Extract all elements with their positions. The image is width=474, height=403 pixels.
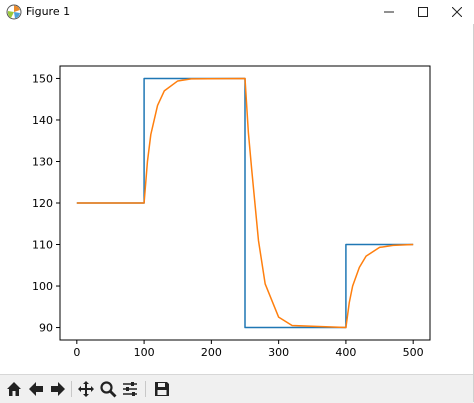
x-tick-label: 300 [268,346,289,359]
navigation-toolbar [0,374,474,403]
series-layer [76,77,414,329]
forward-button[interactable] [48,379,68,399]
home-button[interactable] [4,379,24,399]
back-button[interactable] [26,379,46,399]
y-tick-label: 110 [32,239,53,252]
x-tick-label: 0 [73,346,80,359]
matplotlib-logo-icon [6,4,22,20]
x-tick-label: 400 [335,346,356,359]
close-icon [452,7,462,17]
zoom-button[interactable] [98,379,118,399]
pan-button[interactable] [76,379,96,399]
maximize-icon [418,7,428,17]
home-icon [7,382,21,396]
forward-icon [51,382,65,396]
minimize-button[interactable] [370,0,408,24]
series-line-1 [76,77,414,329]
back-icon [29,382,43,396]
zoom-icon [100,381,117,398]
x-tick-label: 500 [403,346,424,359]
figure-canvas[interactable]: 0 100 200 300 400 500 90 100 110 120 130 140 150 [0,24,474,374]
window-title: Figure 1 [26,5,71,18]
configure-subplots-button[interactable] [120,379,140,399]
save-button[interactable] [152,379,172,399]
y-tick-label: 120 [32,197,53,210]
y-tick-label: 90 [39,322,53,335]
title-bar: Figure 1 [0,0,474,24]
y-axis: 90 100 110 120 130 140 150 [32,72,60,335]
chart: 0 100 200 300 400 500 90 100 110 120 130 140 150 [32,65,431,359]
y-tick-label: 140 [32,114,53,127]
y-tick-label: 100 [32,280,53,293]
toolbar-separator [145,381,146,397]
toolbar-separator [71,381,72,397]
save-icon [155,382,169,396]
x-tick-label: 200 [201,346,222,359]
close-button[interactable] [438,0,474,24]
y-tick-label: 150 [32,72,53,85]
minimize-icon [384,11,394,13]
pan-icon [78,381,94,397]
x-axis: 0 100 200 300 400 500 [73,340,424,359]
x-tick-label: 100 [134,346,155,359]
series-line-2 [76,77,414,329]
maximize-button[interactable] [404,0,442,24]
configure-subplots-icon [123,382,137,396]
y-tick-label: 130 [32,155,53,168]
